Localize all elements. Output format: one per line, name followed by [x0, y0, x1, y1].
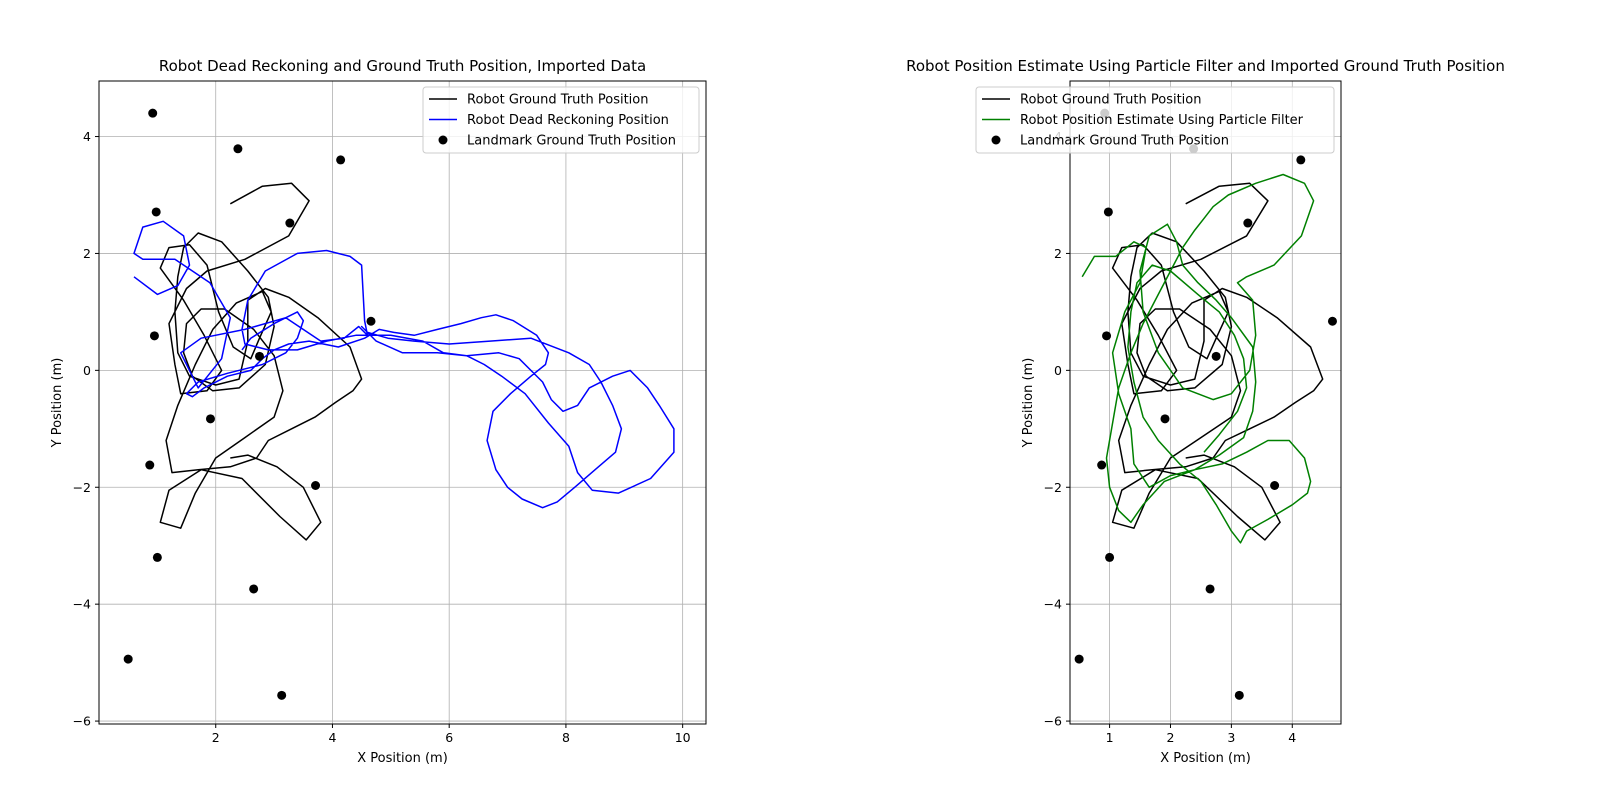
legend-label: Robot Position Estimate Using Particle F…: [1020, 113, 1304, 128]
landmark-point: [366, 316, 376, 326]
landmark-point: [1243, 218, 1253, 228]
landmark-point: [233, 144, 243, 154]
y-axis-label: Y Position (m): [50, 358, 65, 449]
y-tick-label: −6: [1044, 714, 1062, 729]
landmark-point: [255, 351, 265, 361]
x-tick-label: 4: [328, 730, 336, 745]
x-axis-label: X Position (m): [357, 751, 448, 766]
series-line-1: [1081, 173, 1315, 544]
y-tick-label: 0: [83, 363, 91, 378]
y-axis-label: Y Position (m): [1021, 358, 1036, 449]
y-tick-label: −4: [1044, 597, 1062, 612]
legend-label: Robot Ground Truth Position: [467, 93, 649, 108]
legend-box: [422, 86, 700, 154]
x-tick-label: 8: [562, 730, 570, 745]
landmark-point: [149, 331, 159, 341]
landmark-point: [336, 155, 346, 165]
legend-label: Robot Ground Truth Position: [1020, 93, 1202, 108]
landmark-point: [1097, 460, 1107, 470]
legend: Robot Ground Truth Position Robot Positi…: [975, 86, 1335, 154]
chart-dead-reckoning: 2 4 6 8 10 −6 −4 −2 0 2 4 Robot Dead Reckoning and …: [50, 57, 707, 766]
series-line-0: [159, 182, 363, 541]
landmark-point: [249, 584, 259, 594]
y-tick-label: 2: [83, 246, 91, 261]
y-tick-label: −2: [1044, 480, 1062, 495]
x-tick-label: 2: [1167, 730, 1175, 745]
y-tick-label: 4: [83, 129, 91, 144]
legend-label: Landmark Ground Truth Position: [467, 134, 676, 149]
landmark-point: [151, 207, 161, 217]
legend: Robot Ground Truth Position Robot Dead R…: [422, 86, 700, 154]
landmark-point: [1270, 481, 1280, 491]
landmark-point: [205, 414, 215, 424]
x-tick-label: 2: [212, 730, 220, 745]
landmark-point: [1205, 584, 1215, 594]
legend-marker-swatch: [438, 135, 448, 145]
x-tick-label: 3: [1227, 730, 1235, 745]
y-tick-label: 0: [1054, 363, 1062, 378]
landmark-point: [1211, 351, 1221, 361]
x-tick-label: 6: [445, 730, 453, 745]
landmark-point: [145, 460, 155, 470]
landmark-point: [1103, 207, 1113, 217]
landmark-point: [1160, 414, 1170, 424]
landmark-point: [123, 654, 133, 664]
plot-area: [123, 108, 675, 700]
legend-marker-swatch: [991, 135, 1001, 145]
y-tick-label: −4: [73, 597, 91, 612]
plot-area: [1074, 108, 1337, 700]
chart-title: Robot Dead Reckoning and Ground Truth Po…: [159, 57, 646, 75]
series-line-1: [133, 220, 675, 509]
x-tick-label: 4: [1288, 730, 1296, 745]
legend-label: Landmark Ground Truth Position: [1020, 134, 1229, 149]
landmark-point: [1102, 331, 1112, 341]
y-tick-label: −2: [73, 480, 91, 495]
legend-label: Robot Dead Reckoning Position: [467, 113, 669, 128]
landmark-point: [1296, 155, 1306, 165]
series-line-0: [1111, 182, 1324, 541]
landmark-point: [311, 481, 321, 491]
landmark-point: [1327, 316, 1337, 326]
landmark-point: [1234, 690, 1244, 700]
x-tick-label: 1: [1106, 730, 1114, 745]
landmark-point: [1074, 654, 1084, 664]
x-tick-label: 10: [675, 730, 691, 745]
legend-box: [975, 86, 1335, 154]
y-tick-label: −6: [73, 714, 91, 729]
landmark-point: [1105, 552, 1115, 562]
landmark-point: [152, 552, 162, 562]
chart-title: Robot Position Estimate Using Particle F…: [906, 57, 1505, 75]
y-tick-label: 2: [1054, 246, 1062, 261]
landmark-point: [277, 690, 287, 700]
x-axis-label: X Position (m): [1160, 751, 1251, 766]
landmark-point: [285, 218, 295, 228]
axes-frame: [98, 80, 707, 725]
landmark-point: [148, 108, 158, 118]
axes-frame: [1069, 80, 1342, 725]
